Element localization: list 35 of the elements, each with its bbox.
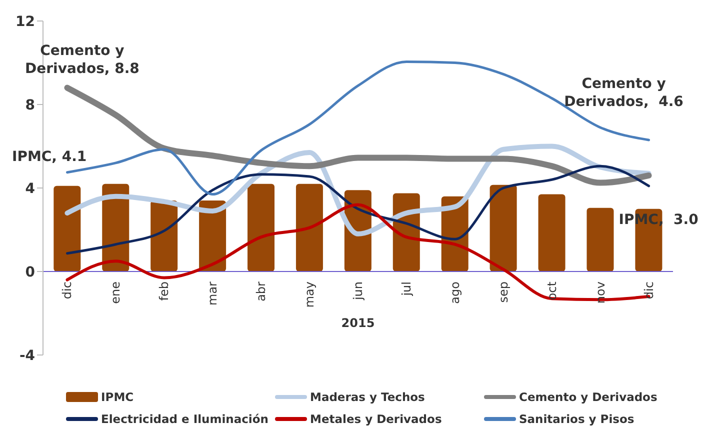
x-tick-label: jul [399,282,414,297]
x-tick-label: mar [206,281,220,306]
x-tick-label: dic [642,282,656,300]
legend-label: IPMC [101,390,134,404]
x-tick-label: feb [157,282,172,301]
annotation: IPMC, 4.1 [12,148,88,166]
x-tick-label: abr [254,281,268,302]
x-tick-label: may [302,282,317,308]
y-tick-label: 0 [25,264,36,280]
x-tick-label: nov [593,282,608,304]
bar [586,208,614,272]
annotation: Cemento y Derivados, 8.8 [24,42,140,78]
y-tick-label: 4 [25,180,36,197]
annotation: Cemento y Derivados, 4.6 [564,75,684,112]
legend-label: Cemento y Derivados [519,390,658,404]
bar [248,184,275,272]
x-tick-label: ago [448,282,462,304]
bar [150,200,178,272]
legend-label: Electricidad e Iluminación [101,412,268,426]
legend-label: Metales y Derivados [310,412,442,426]
y-tick-label: -4 [19,348,36,364]
bar [538,194,566,272]
y-tick-label: 8 [25,97,35,114]
x-tick-label: ene [108,282,123,304]
x-tick-label: sep [496,282,510,303]
bar [54,186,81,272]
legend-label: Maderas y Techos [310,390,425,404]
x-tick-label: jun [351,282,365,302]
y-tick-label: 12 [16,14,35,30]
bar [296,184,323,272]
x-axis-title: 2015 [340,316,376,330]
x-tick-label: dic [60,282,74,300]
legend-label: Sanitarios y Pisos [519,412,634,426]
bar [490,184,517,272]
x-tick-label: oct [544,281,559,300]
